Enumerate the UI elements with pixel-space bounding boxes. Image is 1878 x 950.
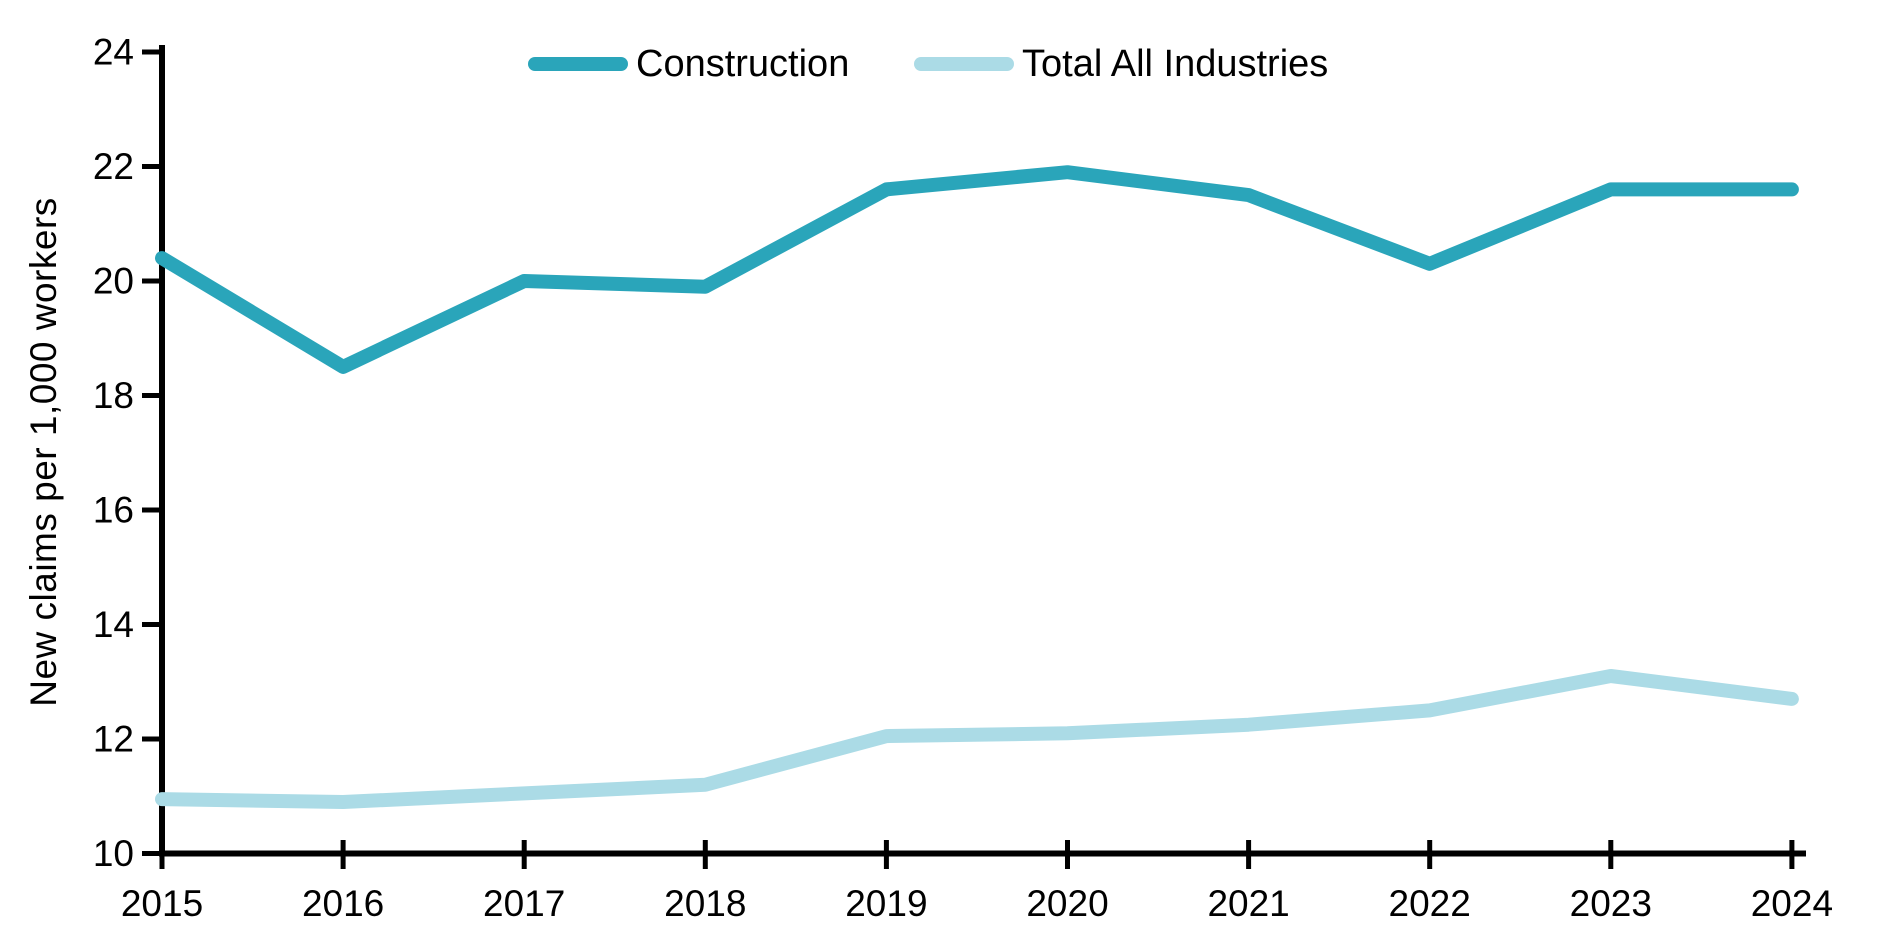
x-tick-label: 2018	[664, 883, 746, 924]
legend-item-total-all-industries: Total All Industries	[914, 42, 1328, 86]
series-line-total-all-industries	[155, 669, 1799, 809]
x-tick-label: 2019	[845, 883, 927, 924]
y-tick-label: 10	[93, 833, 134, 874]
legend-item-construction: Construction	[528, 42, 849, 86]
legend-swatch-construction	[528, 57, 628, 71]
y-tick-label: 16	[93, 490, 134, 531]
x-tick-label: 2023	[1570, 883, 1652, 924]
y-tick-label: 14	[93, 604, 134, 645]
x-tick-label: 2021	[1207, 883, 1289, 924]
y-tick-label: 20	[93, 261, 134, 302]
y-axis-title: New claims per 1,000 workers	[23, 197, 64, 707]
x-tick-label: 2015	[121, 883, 203, 924]
y-tick-label: 18	[93, 375, 134, 416]
x-tick-label: 2017	[483, 883, 565, 924]
y-tick-label: 22	[93, 146, 134, 187]
x-tick-label: 2016	[302, 883, 384, 924]
legend-swatch-total-all-industries	[914, 57, 1014, 71]
legend-label-construction: Construction	[636, 42, 850, 85]
y-tick-label: 24	[93, 32, 134, 73]
legend-label-total-all-industries: Total All Industries	[1022, 42, 1329, 85]
x-tick-label: 2022	[1389, 883, 1471, 924]
x-tick-label: 2020	[1026, 883, 1108, 924]
series-line-construction	[155, 165, 1799, 374]
x-tick-label: 2024	[1751, 883, 1833, 924]
y-tick-label: 12	[93, 719, 134, 760]
